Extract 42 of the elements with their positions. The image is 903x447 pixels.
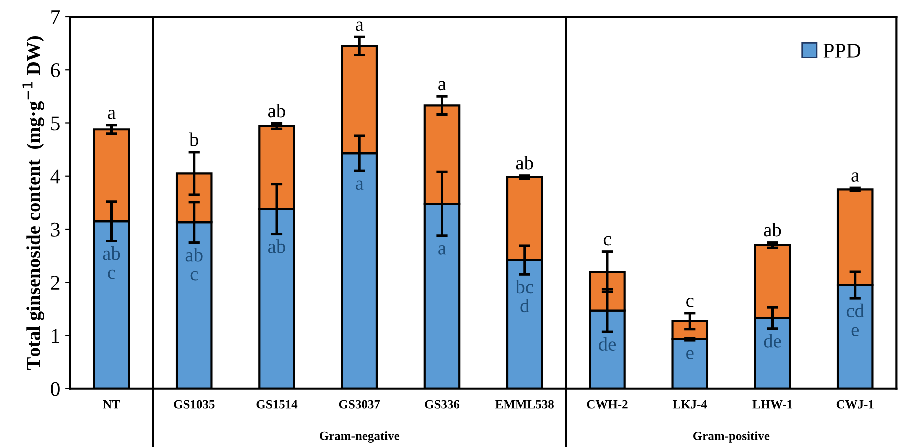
y-tick-label: 6: [51, 64, 60, 78]
data-label: a: [438, 246, 446, 255]
data-label: ab c: [103, 246, 120, 280]
data-label: a: [356, 180, 364, 190]
y-tick-label: 3: [51, 222, 60, 237]
y-tick-label: 2: [51, 276, 60, 290]
y-tick-label: 0: [51, 382, 60, 396]
data-label: ab: [268, 104, 286, 118]
data-label: a: [356, 22, 364, 32]
data-label: ab: [764, 223, 782, 237]
x-tick-label: GS1035: [174, 400, 215, 409]
x-tick-label: EMML538: [496, 400, 554, 409]
x-tick-label: CWJ-1: [836, 400, 874, 409]
data-label: c: [604, 236, 612, 246]
data-label: de: [599, 337, 616, 352]
data-label: ab c: [186, 248, 203, 281]
data-label: ab: [268, 240, 286, 254]
legend-label: PPD: [824, 44, 861, 58]
data-label: de: [764, 334, 782, 348]
x-tick-label: LHW-1: [752, 400, 792, 409]
text: Gram-positive: [694, 432, 770, 443]
y-tick-label: 5: [52, 116, 60, 131]
text: Gram-negative: [320, 432, 400, 443]
data-label: bc d: [516, 280, 534, 313]
data-label: b: [190, 132, 198, 146]
data-label: a: [438, 81, 446, 91]
x-tick-label: GS3037: [339, 400, 380, 409]
y-tick-label: 1: [52, 329, 60, 343]
data-label: a: [108, 110, 116, 120]
data-label: cd e: [846, 304, 864, 337]
x-tick-label: GS336: [425, 400, 460, 409]
data-label: c: [686, 298, 694, 308]
x-tick-label: NT: [103, 400, 120, 409]
x-tick-label: GS1514: [256, 400, 298, 409]
data-label: e: [686, 350, 694, 360]
y-tick-label: 4: [50, 170, 60, 184]
y-axis-title: Total ginsenoside content (mg·g$^{−1}$ DW): [22, 36, 44, 370]
data-label: a: [852, 172, 860, 182]
x-tick-label: LKJ-4: [672, 400, 708, 409]
y-tick-label: 7: [52, 10, 60, 24]
data-label: ab: [516, 156, 534, 170]
x-tick-label: CWH-2: [587, 400, 628, 409]
